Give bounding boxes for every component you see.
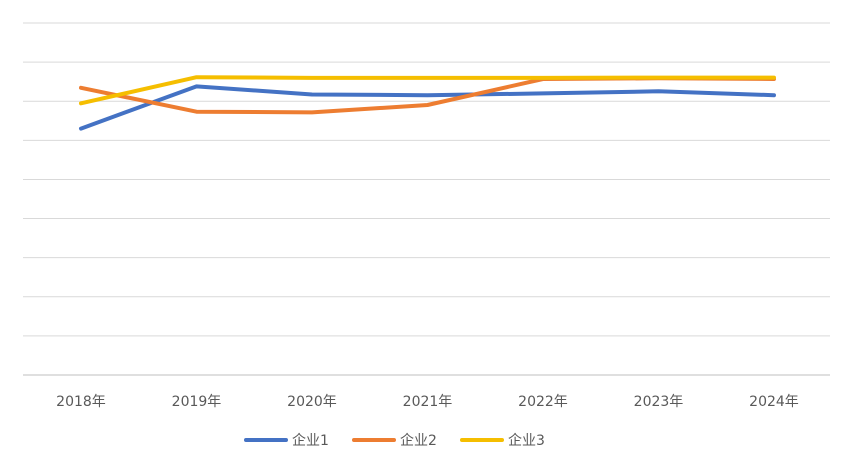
- x-tick-label: 2018年: [56, 394, 106, 410]
- x-tick-label: 2022年: [518, 394, 568, 410]
- legend-item-1: 企业1: [244, 432, 329, 449]
- legend-item-3: 企业3: [460, 432, 545, 449]
- x-tick-label: 2023年: [634, 394, 684, 410]
- x-tick-label: 2019年: [172, 394, 222, 410]
- legend-label: 企业1: [292, 432, 329, 449]
- series-line-3: [79, 75, 776, 106]
- x-tick-label: 2020年: [287, 394, 337, 410]
- legend-label: 企业2: [400, 432, 437, 449]
- x-tick-label: 2021年: [403, 394, 453, 410]
- legend: 企业1 企业2 企业3: [244, 432, 545, 449]
- legend-item-2: 企业2: [352, 432, 437, 449]
- x-axis-tick-labels: 2018年 2019年 2020年 2021年 2022年 2023年 2024年: [56, 394, 799, 410]
- series-lines: [79, 75, 776, 131]
- series-line-1: [79, 84, 776, 131]
- legend-label: 企业3: [508, 432, 545, 449]
- x-tick-label: 2024年: [749, 394, 799, 410]
